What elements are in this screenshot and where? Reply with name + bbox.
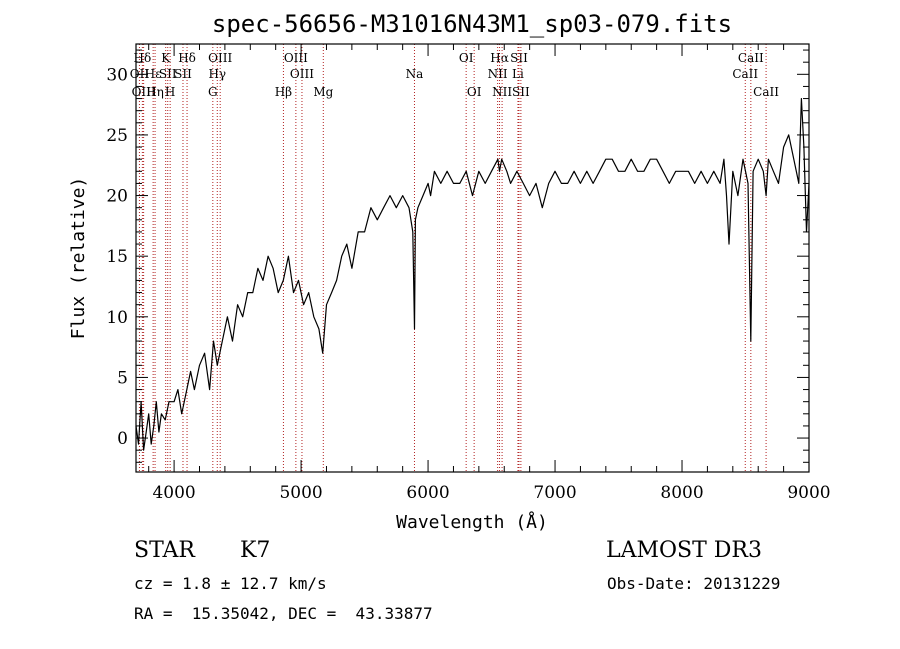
spectral-line-label: OI xyxy=(459,51,474,65)
y-tick-label: 15 xyxy=(106,247,128,267)
coordinates-readout: RA = 15.35042, DEC = 43.33877 xyxy=(134,604,433,623)
redshift-readout: cz = 1.8 ± 12.7 km/s xyxy=(134,574,327,593)
spectral-line-label: Hα xyxy=(490,51,509,65)
spectral-line-label: Li xyxy=(512,67,524,81)
spectral-line-label: Hγ xyxy=(208,67,226,81)
x-tick-label: 9000 xyxy=(787,483,830,503)
spectral-line-label: NII xyxy=(488,67,508,81)
x-tick-label: 8000 xyxy=(660,483,703,503)
spectral-line-label: NII xyxy=(492,85,512,99)
spectrum-line xyxy=(135,97,810,451)
x-axis-label: Wavelength (Å) xyxy=(396,511,548,533)
spectral-line-label: OIII xyxy=(132,85,156,99)
x-tick-label: 4000 xyxy=(152,483,195,503)
y-axis-label: Flux (relative) xyxy=(68,177,89,340)
x-tick-label: 6000 xyxy=(406,483,449,503)
spectral-line-label: OIII xyxy=(284,51,308,65)
spectral-line-label: CaII xyxy=(753,85,779,99)
spectral-line-label: Mg xyxy=(313,85,333,99)
spectral-line-label: Hδ xyxy=(178,51,196,65)
spectral-line-label: SII xyxy=(512,85,530,99)
y-tick-label: 25 xyxy=(106,126,128,146)
spectral-line-label: SII xyxy=(159,67,177,81)
spectral-line-label: Hβ xyxy=(275,85,292,99)
survey-name: LAMOST DR3 xyxy=(606,538,762,563)
plot-frame xyxy=(135,43,810,473)
object-class: STAR xyxy=(134,538,195,563)
y-tick-label: 0 xyxy=(117,429,128,449)
spectral-line-label: G xyxy=(208,85,218,99)
spectral-line-label: OI xyxy=(467,85,482,99)
spectral-line-label: SII xyxy=(510,51,528,65)
chart-title: spec-56656-M31016N43M1_sp03-079.fits xyxy=(212,10,732,38)
y-tick-label: 20 xyxy=(106,187,128,207)
spectral-line-label: CaII xyxy=(738,51,764,65)
spectral-line-label: Na xyxy=(406,67,424,81)
y-tick-label: 30 xyxy=(106,65,128,85)
spectral-line-label: CaII xyxy=(732,67,758,81)
y-tick-label: 5 xyxy=(117,368,128,388)
spectral-line-label: OIII xyxy=(290,67,314,81)
spectral-line-label: Hε xyxy=(145,67,162,81)
observation-date: Obs-Date: 20131229 xyxy=(607,574,781,593)
spectral-line-label: Hη xyxy=(146,85,164,99)
spectral-line-label: H xyxy=(165,85,175,99)
x-tick-label: 5000 xyxy=(279,483,322,503)
object-subclass: K7 xyxy=(240,538,271,563)
y-tick-label: 10 xyxy=(106,308,128,328)
spectral-line-label: K xyxy=(161,51,171,65)
x-tick-label: 7000 xyxy=(533,483,576,503)
spectral-line-label: OIII xyxy=(208,51,232,65)
spectral-line-label: Hδ xyxy=(133,51,151,65)
spectral-line-label: SII xyxy=(174,67,192,81)
